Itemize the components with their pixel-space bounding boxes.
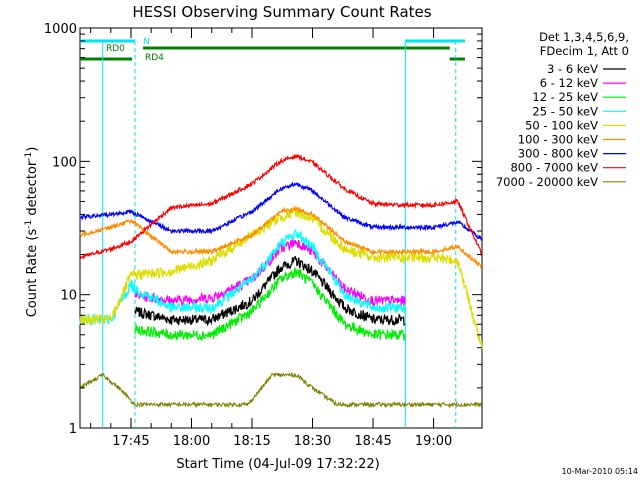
- series-line-3: [79, 229, 406, 327]
- series-line-0: [134, 255, 406, 327]
- x-axis-label: Start Time (04-Jul-09 17:32:22): [176, 457, 379, 472]
- x-tick-label: 18:45: [354, 434, 391, 449]
- legend-label: 100 - 300 keV: [518, 133, 598, 147]
- y-axis: 1 10 100 1000: [44, 22, 482, 437]
- series-line-8: [79, 371, 483, 409]
- flag-label-rd0: RD0: [106, 44, 125, 54]
- y-tick-label: 1: [69, 422, 77, 437]
- y-tick-label: 1000: [44, 22, 77, 37]
- legend-header-line-1: Det 1,3,4,5,6,9,: [539, 30, 629, 44]
- legend-label: 300 - 800 keV: [518, 147, 598, 161]
- legend-label: 800 - 7000 keV: [510, 161, 598, 175]
- plot-frame: [79, 27, 483, 429]
- x-tick-label: 17:45: [112, 434, 149, 449]
- legend-header-line-2: FDecim 1, Att 0: [540, 44, 629, 58]
- x-tick-label: 18:00: [173, 434, 210, 449]
- x-axis: 17:45 18:00 18:15 18:30 18:45 19:00: [90, 28, 452, 449]
- series-line-4: [79, 206, 483, 349]
- legend-label: 50 - 100 keV: [525, 118, 598, 132]
- series-line-5: [79, 205, 483, 270]
- legend-label: 12 - 25 keV: [532, 90, 598, 104]
- series-line-2: [134, 266, 406, 342]
- plot-area: N RD0 RD4: [79, 27, 483, 429]
- legend-label: 7000 - 20000 keV: [496, 175, 598, 189]
- series-line-6: [79, 181, 483, 241]
- x-tick-label: 18:15: [233, 434, 270, 449]
- flag-label-rd4: RD4: [145, 53, 164, 63]
- chart-title: HESSI Observing Summary Count Rates: [132, 3, 431, 21]
- legend: Det 1,3,4,5,6,9, FDecim 1, Att 0 3 - 6 k…: [496, 30, 629, 189]
- legend-label: 6 - 12 keV: [540, 76, 598, 90]
- series-line-1: [134, 239, 406, 308]
- x-tick-label: 19:00: [415, 434, 452, 449]
- y-tick-label: 100: [52, 155, 77, 170]
- footer-date: 10-Mar-2010 05:14: [562, 467, 639, 476]
- y-axis-label: Count Rate (s-1 detector-1): [24, 147, 40, 318]
- x-tick-label: 18:30: [294, 434, 331, 449]
- legend-label: 25 - 50 keV: [532, 104, 598, 118]
- y-tick-label: 10: [60, 289, 77, 304]
- flag-label-n: N: [143, 37, 150, 47]
- series-line-7: [79, 154, 483, 261]
- legend-label: 3 - 6 keV: [547, 62, 598, 76]
